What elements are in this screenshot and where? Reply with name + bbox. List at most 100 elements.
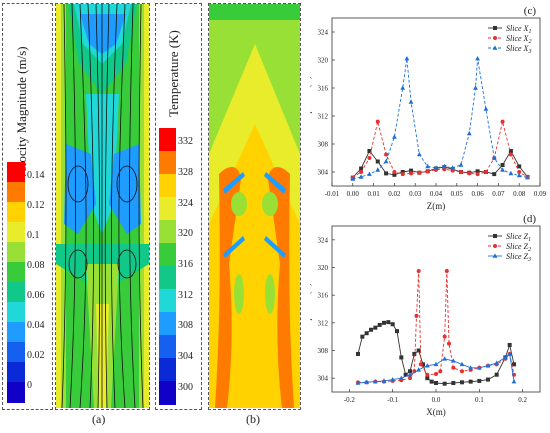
y-tick-label: 320 bbox=[318, 57, 329, 65]
colorbar-b bbox=[159, 128, 176, 405]
data-point bbox=[485, 363, 491, 368]
data-point bbox=[508, 149, 513, 153]
colorbar-tick-label: 316 bbox=[178, 259, 193, 270]
x-tick-label: 0.02 bbox=[388, 190, 401, 198]
colorbar-swatch bbox=[7, 262, 25, 283]
x-axis-label: Z(m) bbox=[427, 201, 446, 211]
data-point bbox=[433, 165, 439, 170]
data-point bbox=[421, 362, 425, 367]
data-point bbox=[493, 234, 497, 238]
colorbar-tick-label: 0.12 bbox=[27, 200, 45, 211]
legend-label: Slice Z2 bbox=[506, 242, 531, 253]
panel-b-caption: (b) bbox=[246, 412, 260, 426]
series-1 bbox=[356, 320, 516, 386]
colorbar-a-ticks: 0.14 0.12 0.1 0.08 0.06 0.04 0.02 0 bbox=[27, 162, 53, 402]
data-point bbox=[407, 372, 413, 377]
colorbar-swatch bbox=[159, 358, 176, 382]
data-point bbox=[404, 56, 410, 61]
data-point bbox=[369, 327, 373, 332]
legend-label: Slice X1 bbox=[506, 24, 531, 35]
data-point bbox=[468, 365, 474, 370]
data-point bbox=[425, 169, 430, 174]
colorbar-swatch bbox=[159, 151, 176, 175]
data-point bbox=[491, 155, 497, 160]
data-point bbox=[356, 351, 360, 356]
temperature-contour-field bbox=[209, 4, 300, 408]
data-point bbox=[442, 381, 447, 386]
x-tick-label: -0.01 bbox=[325, 190, 340, 198]
data-point bbox=[444, 268, 449, 273]
colorbar-tick-label: 308 bbox=[178, 320, 193, 332]
data-point bbox=[500, 119, 505, 124]
panel-a-frame bbox=[55, 3, 150, 410]
data-point bbox=[386, 320, 391, 325]
data-point bbox=[408, 369, 412, 374]
data-point bbox=[350, 176, 356, 181]
data-point bbox=[450, 165, 456, 170]
data-point bbox=[467, 171, 472, 176]
colorbar-tick-label: 0.1 bbox=[27, 230, 40, 241]
data-point bbox=[450, 358, 456, 363]
data-point bbox=[400, 85, 406, 90]
data-point bbox=[400, 172, 405, 177]
data-point bbox=[458, 170, 463, 174]
data-point bbox=[493, 244, 497, 248]
colorbar-swatch bbox=[7, 242, 25, 263]
x-tick-label: 0.08 bbox=[513, 190, 526, 198]
colorbar-b-frame bbox=[155, 3, 202, 410]
data-point bbox=[390, 376, 396, 382]
data-point bbox=[359, 166, 364, 171]
data-point bbox=[451, 381, 456, 386]
data-point bbox=[392, 172, 397, 177]
x-tick-label: 0.06 bbox=[471, 190, 484, 198]
data-point bbox=[493, 36, 497, 40]
colorbar-swatch bbox=[159, 174, 176, 198]
colorbar-a-title: Velocity Magnitude (m/s) bbox=[14, 46, 29, 180]
series-1 bbox=[350, 149, 530, 180]
x-tick-label: -0.2 bbox=[344, 396, 356, 404]
y-tick-label: 308 bbox=[318, 141, 329, 149]
data-point bbox=[417, 170, 422, 175]
x-tick-label: 0.05 bbox=[451, 190, 464, 198]
data-point bbox=[375, 159, 380, 164]
colorbar-swatch bbox=[7, 162, 25, 183]
x-tick-label: 0.07 bbox=[492, 190, 505, 198]
data-point bbox=[525, 175, 530, 180]
data-point bbox=[399, 355, 404, 360]
x-tick-label: -0.1 bbox=[387, 396, 399, 404]
data-point bbox=[507, 342, 512, 347]
legend-label: Slice Z1 bbox=[506, 232, 531, 243]
data-point bbox=[500, 163, 505, 167]
colorbar-swatch bbox=[159, 266, 176, 290]
data-point bbox=[483, 170, 488, 174]
colorbar-tick-label: 0.04 bbox=[27, 320, 45, 331]
data-point bbox=[500, 167, 505, 172]
colorbar-swatch bbox=[7, 362, 25, 383]
data-point bbox=[442, 334, 447, 339]
data-point bbox=[476, 365, 482, 370]
x-tick-label: 0.1 bbox=[475, 396, 484, 404]
data-point bbox=[492, 172, 497, 177]
legend-label: Slice Z3 bbox=[506, 252, 531, 263]
colorbar-tick-label: 324 bbox=[178, 197, 193, 209]
legend-label: Slice X2 bbox=[506, 34, 531, 45]
y-tick-label: 324 bbox=[318, 29, 329, 37]
data-point bbox=[367, 156, 372, 160]
data-point bbox=[398, 375, 404, 380]
y-tick-label: 312 bbox=[318, 113, 329, 121]
colorbar-tick-label: 304 bbox=[178, 351, 193, 362]
data-point bbox=[418, 362, 423, 367]
data-point bbox=[390, 322, 395, 327]
series-3 bbox=[355, 351, 517, 385]
data-point bbox=[492, 253, 498, 258]
y-tick-label: 316 bbox=[318, 85, 329, 93]
data-point bbox=[460, 369, 464, 374]
data-point bbox=[409, 168, 414, 173]
legend-label: Slice X3 bbox=[506, 44, 531, 55]
y-tick-label: 312 bbox=[318, 319, 329, 327]
colorbar-tick-label: 0.02 bbox=[27, 350, 45, 361]
series-line bbox=[352, 121, 528, 178]
colorbar-swatch bbox=[159, 289, 176, 313]
colorbar-tick-label: 300 bbox=[178, 381, 193, 393]
data-point bbox=[517, 164, 522, 169]
